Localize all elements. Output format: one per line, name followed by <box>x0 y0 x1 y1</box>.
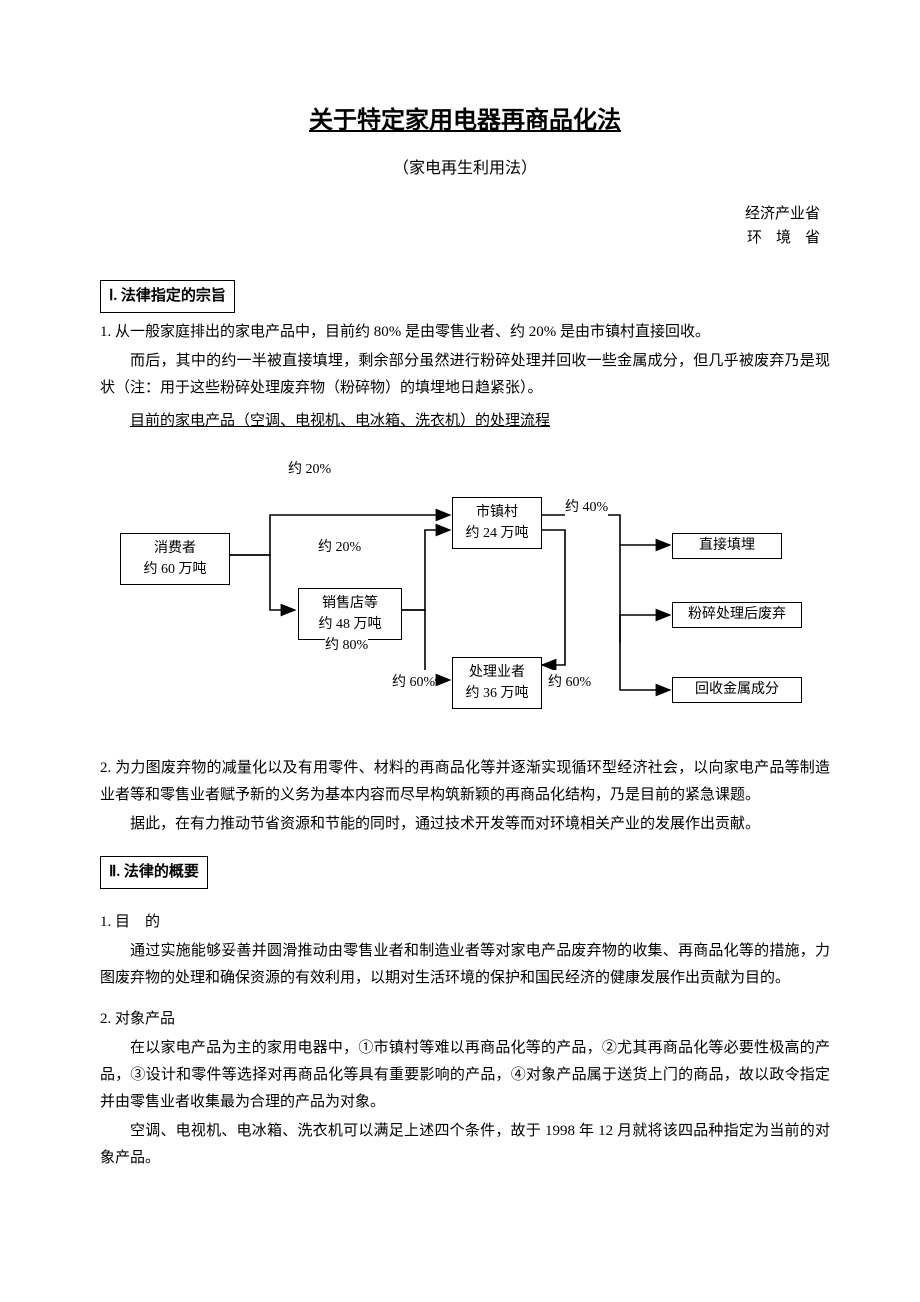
box-town-l1: 市镇村 <box>476 502 518 523</box>
box-landfill-l1: 直接填埋 <box>699 535 755 556</box>
flow-title: 目前的家电产品（空调、电视机、电冰箱、洗衣机）的处理流程 <box>100 408 830 435</box>
box-metal: 回收金属成分 <box>672 677 802 703</box>
box-landfill: 直接填埋 <box>672 533 782 559</box>
s2-p1: 通过实施能够妥善并圆滑推动由零售业者和制造业者等对家电产品废弃物的收集、再商品化… <box>100 938 830 992</box>
box-town: 市镇村 约 24 万吨 <box>452 497 542 549</box>
page-subtitle: （家电再生利用法） <box>100 155 830 184</box>
box-processor-l1: 处理业者 <box>469 662 525 683</box>
s2-h2: 2. 对象产品 <box>100 1006 830 1033</box>
lbl-20a: 约 20% <box>288 457 331 482</box>
page-title: 关于特定家用电器再商品化法 <box>100 100 830 143</box>
author-2b: 境 <box>776 230 805 246</box>
box-shred: 粉碎处理后废弃 <box>672 602 802 628</box>
author-line-1: 经济产业省 <box>100 202 820 226</box>
s1-p2: 而后，其中的约一半被直接填埋，剩余部分虽然进行粉碎处理并回收一些金属成分，但几乎… <box>100 348 830 402</box>
section-2-header: Ⅱ. 法律的概要 <box>100 856 208 889</box>
box-retail-l1: 销售店等 <box>322 593 378 614</box>
section-1-header: Ⅰ. 法律指定的宗旨 <box>100 280 235 313</box>
box-shred-l1: 粉碎处理后废弃 <box>688 604 786 625</box>
box-processor-l2: 约 36 万吨 <box>466 683 529 704</box>
box-retail-l2: 约 48 万吨 <box>319 614 382 635</box>
lbl-60a: 约 60% <box>392 670 435 695</box>
author-2c: 省 <box>805 230 820 246</box>
box-consumer-l2: 约 60 万吨 <box>144 559 207 580</box>
lbl-60b: 约 60% <box>548 670 591 695</box>
box-consumer-l1: 消费者 <box>154 538 196 559</box>
s1-p3: 2. 为力图废弃物的减量化以及有用零件、材料的再商品化等并逐渐实现循环型经济社会… <box>100 755 830 809</box>
lbl-40: 约 40% <box>565 495 608 520</box>
s2-p2: 在以家电产品为主的家用电器中，①市镇村等难以再商品化等的产品，②尤其再商品化等必… <box>100 1035 830 1116</box>
box-consumer: 消费者 约 60 万吨 <box>120 533 230 585</box>
box-town-l2: 约 24 万吨 <box>466 523 529 544</box>
lbl-80: 约 80% <box>325 633 368 658</box>
flowchart: 消费者 约 60 万吨 销售店等 约 48 万吨 市镇村 约 24 万吨 处理业… <box>120 445 840 735</box>
authors-block: 经济产业省 环境省 <box>100 202 830 250</box>
author-2a: 环 <box>747 230 776 246</box>
s2-h1: 1. 目 的 <box>100 909 830 936</box>
s2-p3: 空调、电视机、电冰箱、洗衣机可以满足上述四个条件，故于 1998 年 12 月就… <box>100 1118 830 1172</box>
box-processor: 处理业者 约 36 万吨 <box>452 657 542 709</box>
s1-p1: 1. 从一般家庭排出的家电产品中，目前约 80% 是由零售业者、约 20% 是由… <box>100 319 830 346</box>
s1-p4: 据此，在有力推动节省资源和节能的同时，通过技术开发等而对环境相关产业的发展作出贡… <box>100 811 830 838</box>
box-metal-l1: 回收金属成分 <box>695 679 779 700</box>
author-line-2: 环境省 <box>100 226 820 250</box>
lbl-20b: 约 20% <box>318 535 361 560</box>
